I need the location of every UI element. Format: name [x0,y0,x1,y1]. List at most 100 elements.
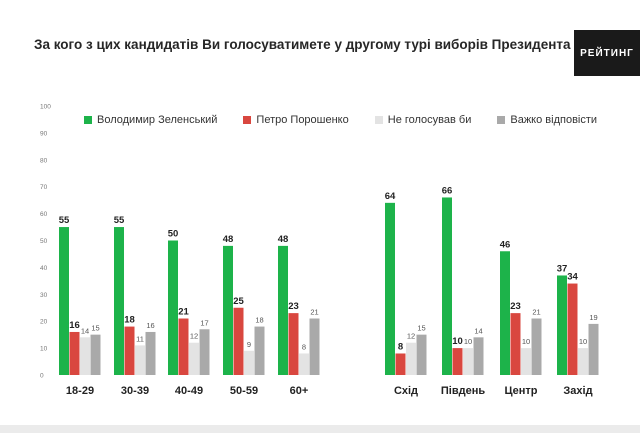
bar [80,337,90,375]
bar [199,329,210,375]
data-label: 15 [91,324,99,333]
legend-swatch [243,116,252,124]
bar [452,348,463,375]
data-label: 8 [302,342,306,351]
bar [288,313,299,375]
data-label: 10 [452,336,463,347]
legend-item-poroshenko: Петро Порошенко [243,114,349,126]
bar [278,245,288,375]
data-label: 10 [464,337,472,346]
legend-label: Петро Порошенко [256,114,349,126]
y-tick-label: 40 [40,265,48,272]
x-tick-label: Захід [563,385,592,397]
x-tick-label: 18-29 [66,385,94,397]
legend-swatch [374,116,383,124]
bar [178,318,189,375]
bar [395,353,406,375]
x-tick-label: 40-49 [175,385,203,397]
y-tick-label: 20 [40,319,48,326]
bar [69,331,80,375]
legend-label: Важко відповісти [510,114,598,126]
bar [168,240,178,375]
data-label: 23 [288,301,299,312]
data-label: 25 [233,296,244,307]
y-tick-label: 30 [40,292,48,299]
y-tick-label: 80 [40,157,48,164]
bar [90,334,101,375]
data-label: 18 [255,316,263,325]
bar [463,348,473,375]
bar [244,350,254,375]
data-label: 16 [146,321,154,330]
y-tick-label: 100 [40,104,51,111]
y-tick-label: 10 [40,346,48,353]
bar [510,313,521,375]
x-tick-label: 30-39 [121,385,149,397]
bar [59,227,69,375]
bar [500,251,510,375]
x-tick-label: 60+ [290,385,309,397]
bar [299,353,309,375]
bar [578,348,588,375]
data-label: 12 [407,332,415,341]
data-label: 17 [200,318,208,327]
data-label: 21 [310,308,318,317]
x-tick-label: Центр [504,385,537,397]
bar [406,342,416,375]
data-label: 18 [124,315,135,326]
x-tick-label: Південь [441,385,485,397]
bar [531,318,542,375]
data-label: 14 [474,326,482,335]
data-label: 21 [178,307,189,318]
data-label: 46 [500,239,511,250]
data-label: 50 [168,229,179,240]
bar [114,227,124,375]
data-label: 12 [190,332,198,341]
data-label: 10 [579,337,587,346]
bar [567,283,578,375]
bar [135,345,145,375]
bar [189,342,199,375]
data-label: 14 [81,326,89,335]
brand-logo: РЕЙТИНГ [574,30,640,76]
bottom-strip [0,425,640,433]
data-label: 10 [522,337,530,346]
data-label: 55 [114,215,125,226]
bar [442,197,452,375]
data-label: 23 [510,301,521,312]
brand-logo-text: РЕЙТИНГ [580,47,634,59]
y-tick-label: 0 [40,373,44,380]
y-tick-label: 70 [40,184,48,191]
x-tick-label: Схід [394,385,418,397]
bar [254,326,265,375]
data-label: 55 [59,215,70,226]
legend-label: Володимир Зеленський [97,114,218,126]
data-label: 15 [417,324,425,333]
chart-legend: Володимир Зеленський Петро Порошенко Не … [84,114,623,126]
bar [309,318,320,375]
chart-title: За кого з цих кандидатів Ви голосуватиме… [34,37,634,52]
x-tick-label: 50-59 [230,385,258,397]
data-label: 34 [567,272,578,283]
bar [124,326,135,375]
legend-item-zelensky: Володимир Зеленський [84,114,217,126]
y-tick-label: 90 [40,130,48,137]
data-label: 19 [589,313,597,322]
data-label: 11 [136,334,144,343]
data-label: 48 [223,234,234,245]
bar [223,245,233,375]
data-label: 66 [442,185,453,196]
bar [416,334,427,375]
bar [588,323,599,375]
bar [557,275,567,375]
y-tick-label: 60 [40,211,48,218]
y-tick-label: 50 [40,238,48,245]
legend-label: Не голосував би [387,114,472,126]
legend-swatch [497,116,506,124]
bar [521,348,531,375]
bar [233,307,244,375]
data-label: 48 [278,234,289,245]
data-label: 64 [385,191,396,202]
legend-item-would-not-vote: Не голосував би [374,114,472,126]
